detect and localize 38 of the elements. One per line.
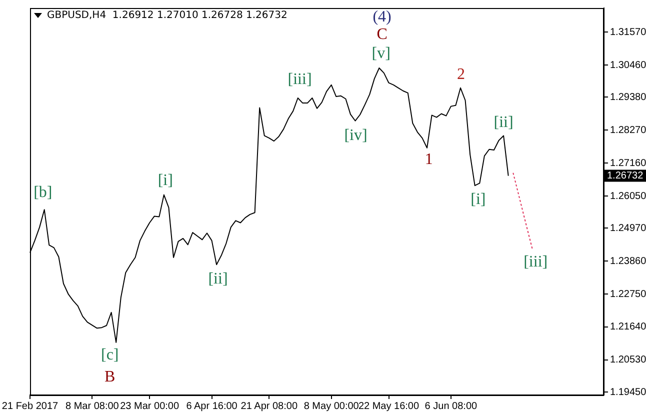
- text: 1.26732: [607, 170, 644, 182]
- x-tick-label: 8 May 00:00: [304, 400, 360, 412]
- y-tick-label: 1.31570: [610, 26, 646, 38]
- annotation: [iii]: [524, 254, 548, 271]
- x-tick-label: 23 Mar 00:00: [120, 400, 180, 412]
- annotation: [iii]: [288, 71, 312, 88]
- x-tick-label: 22 May 16:00: [358, 400, 420, 412]
- y-tick-label: 1.27160: [610, 158, 646, 169]
- y-tick-label: 1.26050: [610, 190, 646, 202]
- annotation: [c]: [101, 346, 119, 364]
- line-series: [512, 172, 533, 250]
- annotation: 1: [424, 150, 433, 168]
- annotation: B: [104, 368, 116, 386]
- annotation: 2: [456, 66, 465, 84]
- x-tick-label: 8 Mar 08:00: [65, 400, 120, 412]
- x-tick-label: 6 Jun 08:00: [424, 400, 478, 412]
- annotation: (4): [372, 8, 392, 26]
- y-tick-label: 1.29380: [610, 92, 646, 103]
- chart-title: GBPUSD,H4 1.26912 1.27010 1.26728 1.26732: [47, 10, 288, 21]
- annotation: [iv]: [344, 126, 368, 144]
- annotation: [i]: [158, 172, 173, 190]
- x-tick-label: 21 Feb 2017: [2, 400, 59, 412]
- y-tick-label: 1.30460: [610, 60, 646, 71]
- annotation: [ii]: [494, 114, 514, 132]
- annotation: [ii]: [208, 270, 228, 288]
- y-tick-label: 1.23860: [610, 256, 646, 267]
- x-tick-label: 21 Apr 08:00: [240, 400, 298, 412]
- annotation: [i]: [470, 190, 486, 208]
- y-tick-label: 1.28270: [610, 124, 646, 136]
- y-tick-label: 1.24970: [610, 222, 646, 234]
- y-tick-label: 1.21640: [610, 322, 646, 333]
- annotation: [b]: [34, 184, 52, 201]
- annotation: [v]: [372, 45, 390, 62]
- y-tick-label: 1.22750: [610, 288, 646, 300]
- y-tick-label: 1.19450: [610, 386, 646, 398]
- y-tick-label: 1.20530: [610, 354, 646, 366]
- annotation: C: [376, 26, 388, 44]
- x-tick-label: 6 Apr 16:00: [186, 400, 238, 412]
